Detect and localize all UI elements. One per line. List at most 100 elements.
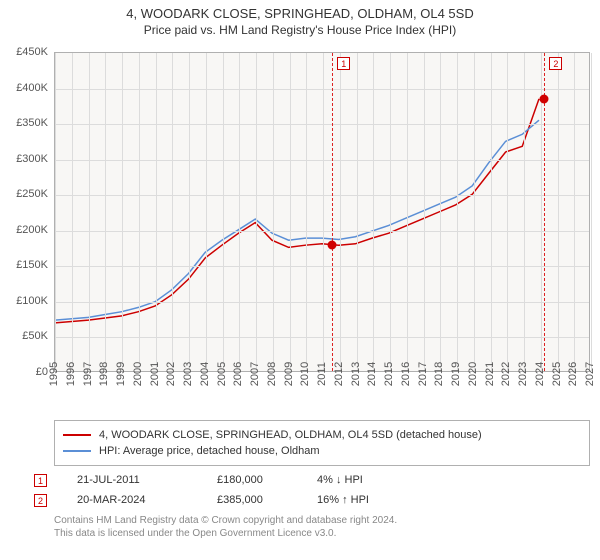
- gridline-v: [89, 53, 90, 371]
- legend: 4, WOODARK CLOSE, SPRINGHEAD, OLDHAM, OL…: [54, 420, 590, 466]
- event-marker: [328, 241, 337, 250]
- legend-label: 4, WOODARK CLOSE, SPRINGHEAD, OLDHAM, OL…: [99, 429, 482, 441]
- x-axis-label: 2025: [551, 362, 563, 386]
- x-axis-label: 2000: [132, 362, 144, 386]
- y-axis-label: £300K: [16, 153, 48, 165]
- title-block: 4, WOODARK CLOSE, SPRINGHEAD, OLDHAM, OL…: [0, 0, 600, 38]
- x-axis-label: 2012: [333, 362, 345, 386]
- gridline-v: [139, 53, 140, 371]
- gridline-h: [55, 89, 589, 90]
- series-line-hpi: [55, 120, 539, 320]
- event-row: 1 21-JUL-2011 £180,000 4% ↓ HPI: [34, 470, 590, 490]
- chart-title: 4, WOODARK CLOSE, SPRINGHEAD, OLDHAM, OL…: [0, 6, 600, 23]
- x-axis: 1995199619971998199920002001200220032004…: [54, 372, 590, 414]
- y-axis-label: £0: [36, 366, 48, 378]
- x-axis-label: 2026: [567, 362, 579, 386]
- event-row: 2 20-MAR-2024 £385,000 16% ↑ HPI: [34, 490, 590, 510]
- gridline-h: [55, 160, 589, 161]
- event-badge-icon: 1: [34, 474, 47, 487]
- gridline-v: [424, 53, 425, 371]
- event-price: £385,000: [217, 494, 317, 506]
- x-axis-label: 2019: [450, 362, 462, 386]
- y-axis-label: £50K: [22, 330, 48, 342]
- x-axis-label: 2020: [467, 362, 479, 386]
- x-axis-label: 2021: [484, 362, 496, 386]
- x-axis-label: 2003: [182, 362, 194, 386]
- line-series-svg: [55, 53, 589, 371]
- event-badge-icon: 2: [549, 57, 562, 70]
- chart-area: £0£50K£100K£150K£200K£250K£300K£350K£400…: [0, 44, 600, 414]
- gridline-v: [474, 53, 475, 371]
- x-axis-label: 2022: [500, 362, 512, 386]
- y-axis-label: £250K: [16, 188, 48, 200]
- chart-subtitle: Price paid vs. HM Land Registry's House …: [0, 23, 600, 39]
- x-axis-label: 2027: [584, 362, 596, 386]
- event-date: 20-MAR-2024: [77, 494, 217, 506]
- attribution: Contains HM Land Registry data © Crown c…: [54, 514, 590, 540]
- event-delta: 16% ↑ HPI: [317, 494, 437, 506]
- attribution-line: This data is licensed under the Open Gov…: [54, 527, 590, 540]
- gridline-h: [55, 302, 589, 303]
- event-badge-icon: 2: [34, 494, 47, 507]
- plot-area: 12: [54, 52, 590, 372]
- gridline-v: [457, 53, 458, 371]
- gridline-v: [256, 53, 257, 371]
- gridline-v: [340, 53, 341, 371]
- x-axis-label: 2006: [232, 362, 244, 386]
- event-date: 21-JUL-2011: [77, 474, 217, 486]
- legend-label: HPI: Average price, detached house, Oldh…: [99, 445, 320, 457]
- gridline-h: [55, 231, 589, 232]
- y-axis-label: £350K: [16, 117, 48, 129]
- legend-swatch: [63, 434, 91, 436]
- gridline-v: [156, 53, 157, 371]
- gridline-v: [122, 53, 123, 371]
- gridline-v: [172, 53, 173, 371]
- event-price: £180,000: [217, 474, 317, 486]
- gridline-h: [55, 266, 589, 267]
- legend-item-hpi: HPI: Average price, detached house, Oldh…: [63, 443, 581, 459]
- x-axis-label: 2015: [383, 362, 395, 386]
- x-axis-label: 1999: [115, 362, 127, 386]
- x-axis-label: 2017: [417, 362, 429, 386]
- gridline-h: [55, 195, 589, 196]
- y-axis-label: £450K: [16, 46, 48, 58]
- gridline-v: [72, 53, 73, 371]
- gridline-v: [290, 53, 291, 371]
- x-axis-label: 2009: [283, 362, 295, 386]
- attribution-line: Contains HM Land Registry data © Crown c…: [54, 514, 590, 527]
- gridline-v: [357, 53, 358, 371]
- gridline-v: [507, 53, 508, 371]
- gridline-v: [373, 53, 374, 371]
- gridline-v: [323, 53, 324, 371]
- gridline-v: [558, 53, 559, 371]
- gridline-v: [574, 53, 575, 371]
- x-axis-label: 2010: [299, 362, 311, 386]
- gridline-h: [55, 337, 589, 338]
- x-axis-label: 2004: [199, 362, 211, 386]
- event-delta: 4% ↓ HPI: [317, 474, 437, 486]
- x-axis-label: 1997: [82, 362, 94, 386]
- gridline-v: [390, 53, 391, 371]
- gridline-v: [407, 53, 408, 371]
- x-axis-label: 2007: [249, 362, 261, 386]
- x-axis-label: 1998: [98, 362, 110, 386]
- x-axis-label: 1996: [65, 362, 77, 386]
- gridline-v: [273, 53, 274, 371]
- x-axis-label: 2002: [165, 362, 177, 386]
- x-axis-label: 2008: [266, 362, 278, 386]
- events-table: 1 21-JUL-2011 £180,000 4% ↓ HPI 2 20-MAR…: [34, 470, 590, 510]
- x-axis-label: 2005: [216, 362, 228, 386]
- gridline-v: [223, 53, 224, 371]
- gridline-v: [524, 53, 525, 371]
- gridline-v: [440, 53, 441, 371]
- y-axis-label: £400K: [16, 82, 48, 94]
- y-axis-label: £200K: [16, 224, 48, 236]
- x-axis-label: 2018: [433, 362, 445, 386]
- y-axis-label: £100K: [16, 295, 48, 307]
- x-axis-label: 2024: [534, 362, 546, 386]
- gridline-v: [306, 53, 307, 371]
- x-axis-label: 2016: [400, 362, 412, 386]
- legend-item-price-paid: 4, WOODARK CLOSE, SPRINGHEAD, OLDHAM, OL…: [63, 427, 581, 443]
- x-axis-label: 2014: [366, 362, 378, 386]
- event-badge-icon: 1: [337, 57, 350, 70]
